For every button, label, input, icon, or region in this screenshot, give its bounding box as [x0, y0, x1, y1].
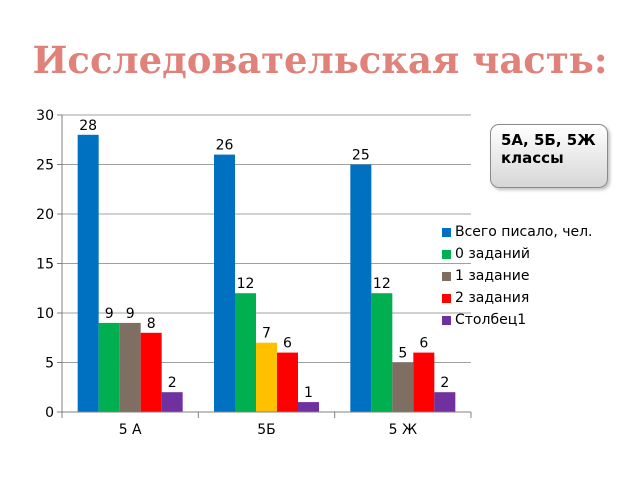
bar: [350, 164, 372, 412]
data-label: 5: [398, 346, 407, 362]
legend-swatch: [442, 293, 451, 303]
y-tick-label: 5: [45, 356, 54, 372]
legend-item: 2 задания: [442, 287, 593, 309]
legend-label: 1 задание: [455, 268, 530, 284]
legend-item: Столбец1: [442, 309, 593, 331]
bar: [98, 322, 120, 412]
data-label: 2: [440, 375, 449, 391]
y-tick-label: 0: [45, 405, 54, 421]
legend-swatch: [442, 271, 451, 281]
legend-label: Всего писало, чел.: [455, 224, 593, 240]
bar: [392, 362, 414, 412]
bar: [256, 342, 277, 412]
legend-label: Столбец1: [455, 312, 527, 328]
legend-swatch: [442, 315, 451, 325]
legend-label: 0 заданий: [455, 246, 530, 262]
legend-label: 2 задания: [455, 290, 530, 306]
data-label: 25: [352, 148, 370, 164]
bar: [235, 293, 256, 412]
data-label: 7: [262, 326, 271, 342]
data-label: 9: [105, 306, 114, 322]
data-label: 28: [79, 118, 97, 134]
classes-callout: 5А, 5Б, 5Ж классы: [490, 124, 608, 188]
data-label: 6: [283, 336, 292, 352]
data-label: 8: [147, 316, 156, 332]
chart-legend: Всего писало, чел. 0 заданий 1 задание 2 за…: [442, 221, 593, 331]
bar: [119, 322, 141, 412]
y-tick-label: 15: [36, 257, 54, 273]
bar: [434, 392, 456, 412]
slide-title: Исследовательская часть:: [32, 38, 608, 82]
x-tick-label: 5 Ж: [389, 422, 417, 438]
data-label: 2: [168, 375, 177, 391]
bar: [277, 352, 298, 412]
x-tick-label: 5Б: [257, 422, 276, 438]
data-label: 26: [216, 138, 234, 154]
legend-swatch: [442, 249, 451, 259]
bar: [214, 154, 235, 412]
bar: [371, 293, 393, 412]
data-label: 6: [419, 336, 428, 352]
legend-item: Всего писало, чел.: [442, 221, 593, 243]
data-label: 12: [237, 276, 255, 292]
data-label: 1: [304, 385, 313, 401]
x-tick-label: 5 А: [119, 422, 142, 438]
legend-item: 1 задание: [442, 265, 593, 287]
bar: [140, 332, 162, 412]
y-tick-label: 20: [36, 207, 54, 223]
y-tick-label: 30: [36, 108, 54, 124]
legend-swatch: [442, 227, 451, 237]
bar: [413, 352, 435, 412]
data-label: 9: [126, 306, 135, 322]
bar: [77, 134, 99, 413]
bar: [298, 402, 319, 412]
data-label: 12: [373, 276, 391, 292]
y-tick-label: 25: [36, 158, 54, 174]
bar: [161, 392, 183, 412]
y-tick-label: 10: [36, 306, 54, 322]
legend-item: 0 заданий: [442, 243, 593, 265]
